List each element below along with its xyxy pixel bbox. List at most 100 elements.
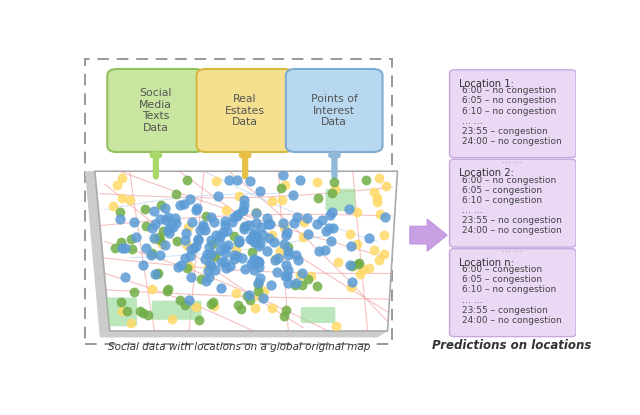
Text: 6:00 – no congestion: 6:00 – no congestion xyxy=(462,86,556,95)
Point xyxy=(301,215,312,222)
Point xyxy=(273,254,283,261)
Point xyxy=(209,254,219,261)
Point xyxy=(331,322,341,329)
Point xyxy=(120,274,130,281)
FancyBboxPatch shape xyxy=(449,249,576,337)
Point xyxy=(180,237,190,243)
Point xyxy=(276,185,287,192)
Point xyxy=(206,237,216,243)
Point xyxy=(278,220,289,227)
Point xyxy=(258,294,268,301)
Point xyxy=(221,265,231,271)
Point xyxy=(324,225,335,231)
Point xyxy=(375,211,385,218)
Point xyxy=(364,235,374,242)
Point xyxy=(193,236,204,243)
Point xyxy=(175,262,186,269)
Point xyxy=(115,209,125,215)
Text: Predictions on locations: Predictions on locations xyxy=(432,339,591,352)
Point xyxy=(255,240,265,247)
Point xyxy=(241,293,252,299)
Point xyxy=(125,197,136,203)
Text: Real
Estates
Data: Real Estates Data xyxy=(225,94,265,127)
Point xyxy=(216,285,226,291)
FancyBboxPatch shape xyxy=(301,307,335,323)
Text: 24:00 – no congestion: 24:00 – no congestion xyxy=(462,137,562,146)
Point xyxy=(321,228,331,234)
Point xyxy=(282,229,292,236)
Point xyxy=(165,223,175,230)
Point xyxy=(147,250,157,256)
Point xyxy=(138,309,148,316)
Point xyxy=(374,257,384,264)
Point xyxy=(379,251,389,257)
Point xyxy=(239,224,250,231)
Point xyxy=(328,179,339,186)
Point xyxy=(115,216,125,222)
Point xyxy=(206,251,216,258)
Point xyxy=(352,208,362,215)
Point xyxy=(234,193,244,200)
Point xyxy=(223,242,233,248)
Point xyxy=(216,127,227,134)
Text: Social
Media
Texts
Data: Social Media Texts Data xyxy=(140,88,172,133)
Point xyxy=(355,271,365,277)
Point xyxy=(333,259,343,266)
Point xyxy=(205,261,215,268)
Point xyxy=(209,219,219,226)
Point xyxy=(185,253,195,259)
Point xyxy=(147,225,157,232)
Point xyxy=(227,218,237,225)
Point xyxy=(239,225,250,232)
Point xyxy=(180,229,191,236)
Point xyxy=(253,259,263,266)
Point xyxy=(354,260,364,266)
Point xyxy=(245,236,255,242)
Point xyxy=(163,213,173,220)
Point xyxy=(143,311,154,318)
Point xyxy=(157,240,167,247)
Point xyxy=(150,236,160,242)
Point xyxy=(251,210,261,217)
Point xyxy=(234,239,244,245)
Point xyxy=(379,231,389,238)
Point xyxy=(253,293,264,299)
Point xyxy=(233,211,243,217)
Point xyxy=(147,286,157,292)
Point xyxy=(275,247,285,254)
Point xyxy=(283,244,293,251)
Point xyxy=(244,292,254,298)
Point xyxy=(328,225,338,231)
FancyBboxPatch shape xyxy=(152,300,202,320)
FancyBboxPatch shape xyxy=(286,69,383,152)
Point xyxy=(172,237,182,244)
Point xyxy=(221,207,231,213)
Point xyxy=(295,272,305,278)
Point xyxy=(346,283,356,290)
Point xyxy=(247,248,257,255)
Text: 6:05 – no congestion: 6:05 – no congestion xyxy=(462,96,556,105)
Point xyxy=(280,231,291,238)
Point xyxy=(270,257,280,264)
Point xyxy=(312,195,323,201)
Point xyxy=(312,179,322,186)
Point xyxy=(289,220,300,227)
Point xyxy=(202,251,212,257)
Point xyxy=(154,252,164,259)
Point xyxy=(256,223,266,230)
Point xyxy=(249,230,259,237)
Point xyxy=(325,212,335,218)
Point xyxy=(116,175,127,181)
Point xyxy=(249,267,259,274)
Point xyxy=(112,182,122,188)
Point xyxy=(219,259,229,266)
Point xyxy=(129,219,139,225)
Point xyxy=(232,177,242,184)
Point xyxy=(207,241,218,247)
Point xyxy=(263,220,273,227)
Point xyxy=(267,304,277,311)
Point xyxy=(117,308,127,314)
Point xyxy=(192,205,202,211)
Text: Location n:: Location n: xyxy=(460,258,515,268)
Point xyxy=(262,247,272,254)
